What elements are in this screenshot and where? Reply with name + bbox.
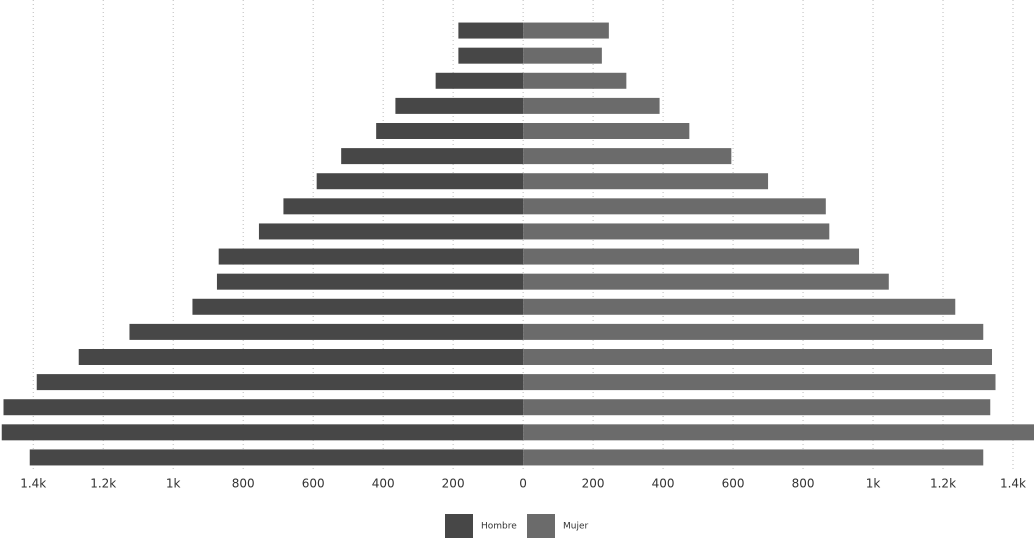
x-tick-label: 400 — [372, 477, 395, 491]
x-tick-label: 1.4k — [1000, 477, 1026, 491]
legend-label: Hombre — [481, 522, 517, 532]
bar — [523, 349, 993, 365]
bar — [218, 248, 524, 265]
bar — [435, 72, 524, 89]
bar — [192, 298, 524, 315]
bar — [523, 223, 830, 240]
bar — [78, 349, 524, 365]
bar — [316, 173, 524, 190]
bar — [258, 223, 524, 240]
legend-swatch — [527, 514, 555, 538]
x-tick-label: 1k — [866, 477, 881, 491]
bar — [216, 273, 524, 290]
legend-label: Mujer — [563, 522, 589, 532]
bar — [523, 399, 991, 416]
bar — [523, 273, 889, 290]
bar — [395, 97, 524, 114]
bar — [376, 123, 524, 139]
bar — [523, 72, 627, 89]
legend-swatch — [445, 514, 473, 538]
bar — [458, 22, 524, 39]
bar — [3, 399, 524, 416]
x-tick-label: 800 — [232, 477, 255, 491]
bar — [1, 424, 524, 441]
bar — [129, 323, 524, 340]
bar — [523, 97, 660, 114]
bar — [29, 449, 524, 466]
x-tick-label: 1.2k — [90, 477, 116, 491]
x-tick-label: 1k — [166, 477, 181, 491]
bar — [523, 148, 732, 165]
x-tick-label: 200 — [582, 477, 605, 491]
bar — [523, 198, 826, 215]
bar — [523, 298, 956, 315]
bar — [523, 424, 1034, 441]
x-tick-label: 400 — [652, 477, 675, 491]
x-tick-label: 600 — [722, 477, 745, 491]
bar — [523, 123, 690, 139]
x-tick-label: 800 — [792, 477, 815, 491]
bar — [283, 198, 524, 215]
bar — [523, 248, 860, 265]
bar — [523, 323, 984, 340]
bar — [341, 148, 524, 165]
x-tick-label: 1.4k — [20, 477, 46, 491]
bar — [523, 374, 996, 391]
x-tick-label: 200 — [442, 477, 465, 491]
x-tick-label: 0 — [519, 477, 527, 491]
bar — [36, 374, 524, 391]
bar — [523, 47, 602, 64]
bar — [523, 22, 609, 39]
x-tick-label: 600 — [302, 477, 325, 491]
bar — [458, 47, 524, 64]
bar — [523, 449, 984, 466]
x-tick-label: 1.2k — [930, 477, 956, 491]
bar — [523, 173, 769, 190]
